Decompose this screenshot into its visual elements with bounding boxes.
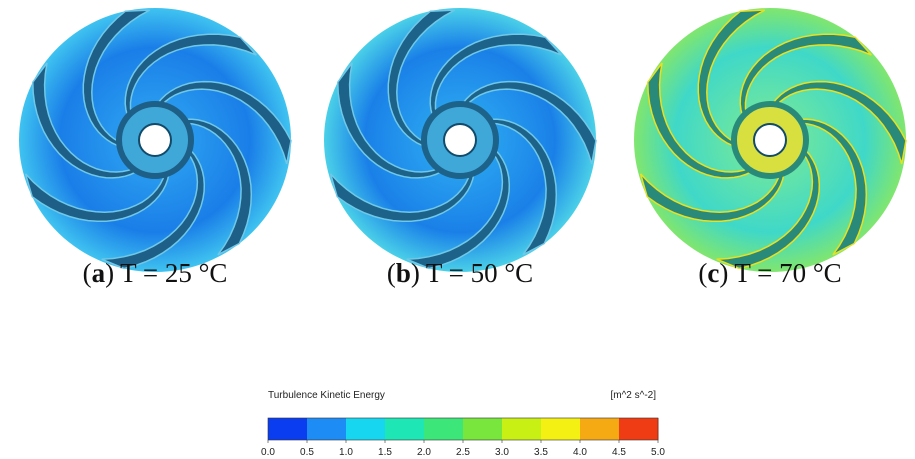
- panel-caption: (b)T = 50 °C: [387, 258, 533, 288]
- panel-caption: (c)T = 70 °C: [698, 258, 841, 288]
- colorbar-tick-label: 3.0: [495, 447, 509, 458]
- colorbar-tick-label: 3.5: [534, 447, 548, 458]
- panel-caption: (a)T = 25 °C: [83, 258, 228, 288]
- colorbar-segment: [307, 418, 347, 440]
- colorbar-tick-label: 5.0: [651, 447, 665, 458]
- colorbar-segment: [502, 418, 542, 440]
- panel-label: a: [92, 258, 106, 288]
- colorbar-unit: [m^2 s^-2]: [610, 390, 656, 401]
- impeller: [19, 8, 291, 272]
- colorbar-tick-label: 4.5: [612, 447, 626, 458]
- colorbar-title: Turbulence Kinetic Energy: [268, 390, 385, 401]
- figure: (a)T = 25 °C(b)T = 50 °C(c)T = 70 °C Tur…: [0, 0, 915, 459]
- panel-label: (: [83, 258, 92, 288]
- panel-text: T = 70 °C: [734, 258, 841, 288]
- impeller: [634, 8, 906, 272]
- panel-text: T = 50 °C: [426, 258, 533, 288]
- colorbar: Turbulence Kinetic Energy [m^2 s^-2] 0.0…: [261, 390, 665, 458]
- impeller: [324, 8, 596, 272]
- panel-label: b: [396, 258, 411, 288]
- panel-text: T = 25 °C: [120, 258, 227, 288]
- colorbar-segment: [424, 418, 464, 440]
- colorbar-tick-label: 0.5: [300, 447, 314, 458]
- panel-label: (: [698, 258, 707, 288]
- colorbar-tick-label: 1.5: [378, 447, 392, 458]
- colorbar-segment: [463, 418, 503, 440]
- colorbar-tick-label: 4.0: [573, 447, 587, 458]
- hub-hole: [139, 124, 171, 156]
- colorbar-segment: [346, 418, 386, 440]
- panel-label: c: [707, 258, 719, 288]
- colorbar-tick-label: 1.0: [339, 447, 353, 458]
- panel-label: ): [105, 258, 114, 288]
- colorbar-segment: [385, 418, 425, 440]
- captions: (a)T = 25 °C(b)T = 50 °C(c)T = 70 °C: [83, 258, 842, 288]
- colorbar-segment: [541, 418, 581, 440]
- colorbar-tick-label: 2.5: [456, 447, 470, 458]
- panel-label: (: [387, 258, 396, 288]
- colorbar-tick-label: 2.0: [417, 447, 431, 458]
- hub-hole: [754, 124, 786, 156]
- panel-label: ): [411, 258, 420, 288]
- impeller-images: [19, 8, 906, 272]
- colorbar-segment: [268, 418, 308, 440]
- colorbar-segment: [619, 418, 659, 440]
- hub-hole: [444, 124, 476, 156]
- colorbar-tick-label: 0.0: [261, 447, 275, 458]
- panel-label: ): [719, 258, 728, 288]
- colorbar-segment: [580, 418, 620, 440]
